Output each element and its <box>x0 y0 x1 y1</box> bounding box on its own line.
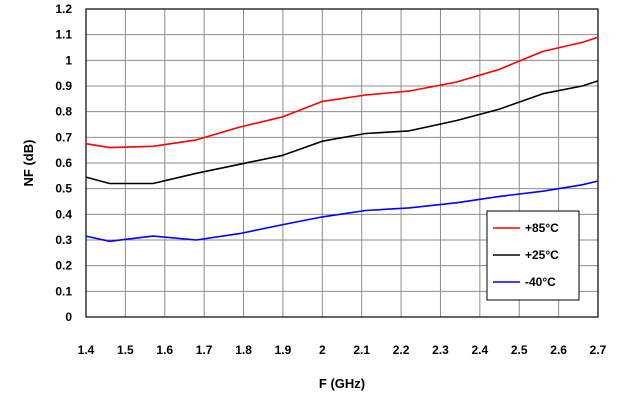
x-tick-label: 1.4 <box>78 343 95 357</box>
y-tick-label: 1.2 <box>55 2 72 16</box>
legend-label: +85°C <box>525 221 559 235</box>
plot-area-frame <box>85 8 599 318</box>
y-tick-label: 0.1 <box>55 284 72 298</box>
legend-label: -40°C <box>525 275 556 289</box>
x-axis-tick-labels: 1.4 1.5 1.6 1.7 1.8 1.9 2 2.1 2.2 2.3 2.4 2.5 2.6 2.7 <box>78 343 607 357</box>
legend: +85°C +25°C -40°C <box>486 210 580 301</box>
x-tick-label: 1.8 <box>235 343 252 357</box>
series-lines <box>85 36 599 243</box>
series-line-2 <box>85 80 599 185</box>
y-tick-label: 0.6 <box>55 156 72 170</box>
series-line-1 <box>85 36 599 149</box>
y-tick-label: 0.4 <box>55 207 72 221</box>
x-axis-title: F (GHz) <box>319 376 365 391</box>
x-tick-label: 2 <box>319 343 326 357</box>
x-tick-label: 2.5 <box>511 343 528 357</box>
x-tick-label: 2.1 <box>353 343 370 357</box>
x-tick-label: 2.6 <box>550 343 567 357</box>
y-tick-label: 0.7 <box>55 130 72 144</box>
x-tick-label: 1.7 <box>196 343 213 357</box>
y-axis-tick-labels: 0 0.1 0.2 0.3 0.4 0.5 0.6 0.7 0.8 0.9 1 1.1 1.2 <box>55 2 72 324</box>
y-tick-label: 0.8 <box>55 105 72 119</box>
x-tick-label: 2.4 <box>472 343 489 357</box>
y-tick-label: 0 <box>65 310 72 324</box>
y-tick-label: 1 <box>65 53 72 67</box>
x-tick-label: 1.5 <box>117 343 134 357</box>
y-tick-label: 0.9 <box>55 79 72 93</box>
x-tick-label: 2.7 <box>590 343 607 357</box>
y-tick-label: 1.1 <box>55 28 72 42</box>
x-tick-label: 1.6 <box>156 343 173 357</box>
x-tick-label: 1.9 <box>275 343 292 357</box>
legend-label: +25°C <box>525 248 559 262</box>
y-axis-title: NF (dB) <box>21 140 36 187</box>
y-tick-label: 0.5 <box>55 182 72 196</box>
y-tick-label: 0.2 <box>55 259 72 273</box>
y-tick-label: 0.3 <box>55 233 72 247</box>
series-line-3 <box>85 180 599 243</box>
x-tick-label: 2.2 <box>393 343 410 357</box>
x-tick-label: 2.3 <box>432 343 449 357</box>
